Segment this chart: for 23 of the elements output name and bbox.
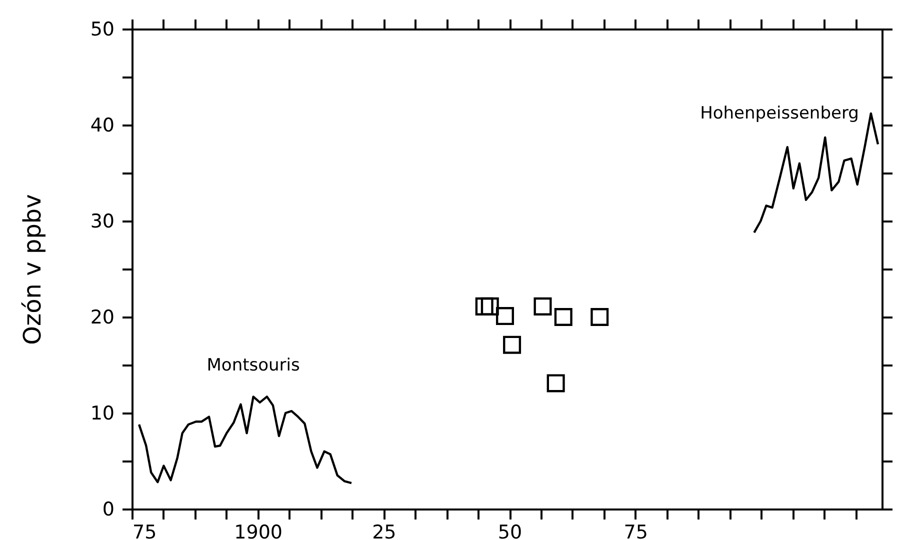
y-tick-label: 0	[102, 498, 114, 520]
y-tick-label: 10	[90, 402, 114, 424]
y-tick-label: 30	[90, 210, 114, 232]
point	[475, 297, 494, 316]
series-label: Montsouris	[206, 356, 300, 376]
y-tick-label: 40	[90, 114, 114, 136]
point	[590, 308, 609, 326]
x-tick-label: 50	[498, 522, 522, 540]
x-tick-label: 75	[624, 522, 648, 540]
y-tick-label: 20	[90, 306, 114, 328]
y-axis-title: Ozón v ppbv	[18, 194, 46, 345]
point	[546, 374, 565, 392]
series-label: Hohenpeissenberg	[700, 103, 859, 124]
y-tick-label: 50	[90, 18, 114, 40]
x-tick-label: 1900	[234, 522, 283, 540]
point	[496, 307, 514, 326]
point	[534, 297, 552, 316]
x-tick-label: 25	[372, 522, 396, 540]
point	[503, 336, 522, 354]
x-tick-label: 75	[132, 522, 157, 540]
point	[554, 308, 572, 326]
point	[480, 297, 499, 316]
line-series	[138, 396, 353, 484]
